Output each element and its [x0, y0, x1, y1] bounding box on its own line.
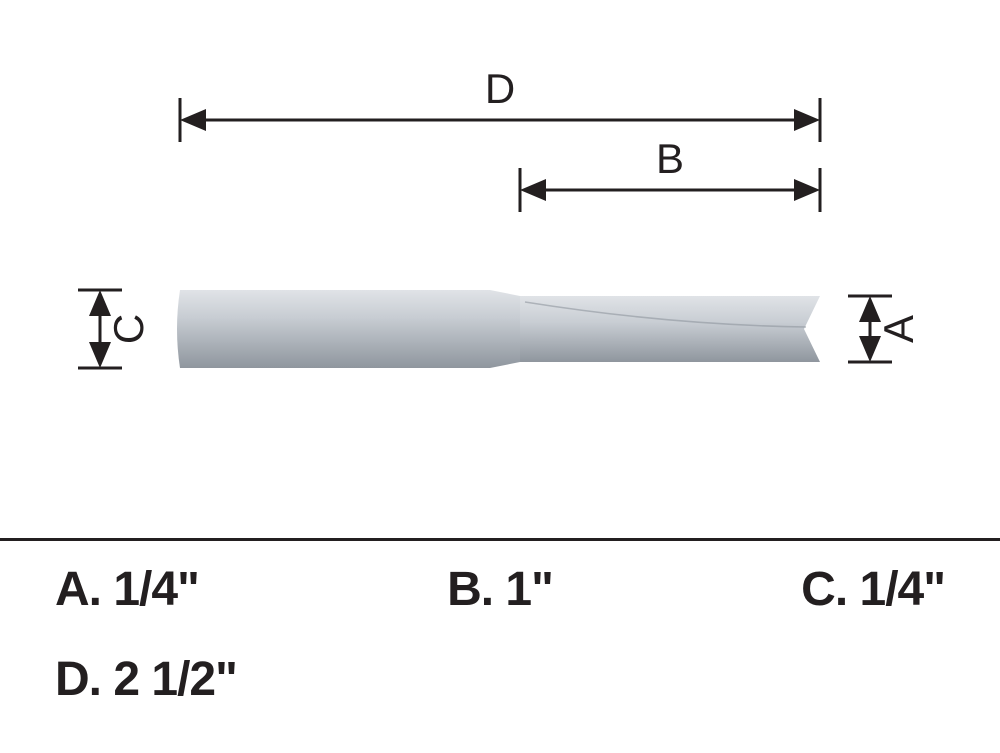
legend-b: B. 1"	[447, 562, 553, 617]
legend-row-1: A. 1/4" B. 1" C. 1/4"	[55, 562, 945, 617]
technical-diagram: D B C A	[0, 0, 1000, 530]
legend-c: C. 1/4"	[801, 562, 945, 617]
divider-line	[0, 538, 1000, 541]
diagram-svg: D B C A	[0, 0, 1000, 530]
legend-row-2: D. 2 1/2"	[55, 652, 945, 707]
svg-text:B: B	[656, 135, 684, 182]
legend-d: D. 2 1/2"	[55, 652, 237, 707]
legend-a: A. 1/4"	[55, 562, 199, 617]
svg-text:A: A	[875, 315, 922, 343]
svg-text:D: D	[485, 65, 515, 112]
svg-text:C: C	[105, 314, 152, 344]
